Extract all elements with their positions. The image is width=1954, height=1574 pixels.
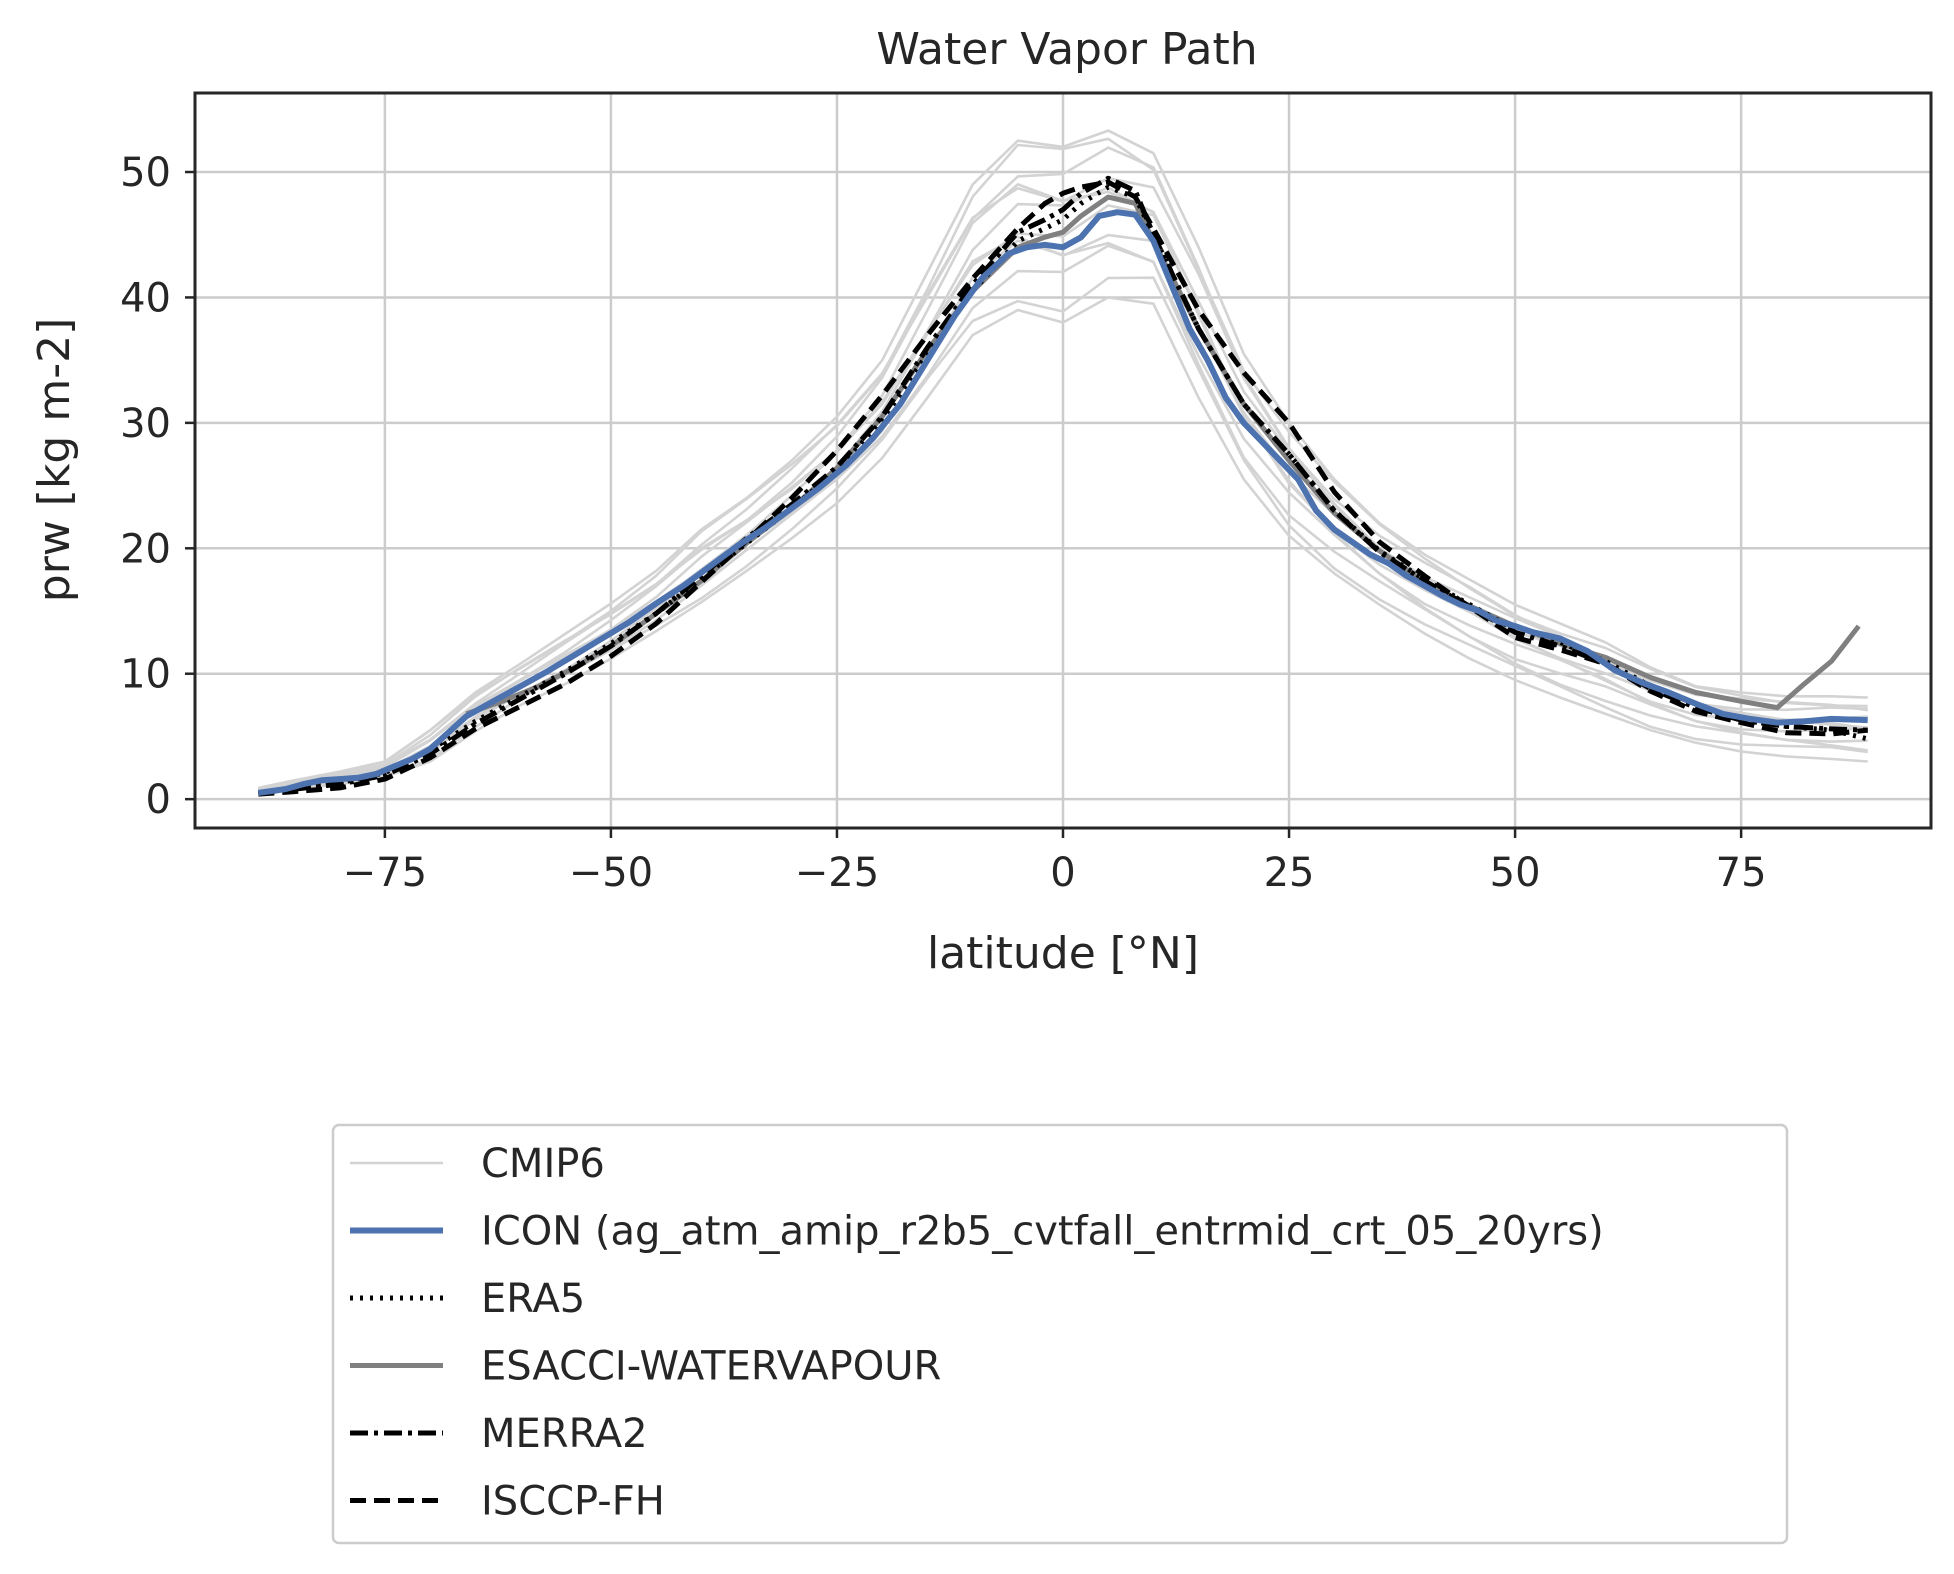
legend: CMIP6 ICON (ag_atm_amip_r2b5_cvtfall_entr… bbox=[331, 1123, 1789, 1545]
y-tick-label: 20 bbox=[120, 526, 171, 572]
legend-label: ERA5 bbox=[481, 1276, 585, 1322]
series-line-icon-ag bbox=[257, 209, 1868, 796]
x-tick-label: −50 bbox=[569, 850, 653, 896]
x-tick-label: −25 bbox=[795, 850, 879, 896]
y-tick-label: 10 bbox=[120, 652, 171, 698]
x-tick-label: 50 bbox=[1490, 850, 1541, 896]
legend-label: CMIP6 bbox=[481, 1141, 605, 1187]
chart-title: Water Vapor Path bbox=[876, 24, 1257, 75]
legend-label: ICON (ag_atm_amip_r2b5_cvtfall_entrmid_c… bbox=[481, 1209, 1604, 1255]
y-tick-label: 30 bbox=[120, 401, 171, 447]
y-tick-label: 50 bbox=[120, 150, 171, 196]
x-axis-label: latitude [°N] bbox=[927, 928, 1199, 979]
series-layer bbox=[257, 175, 1869, 797]
series-line-isccp-fh bbox=[258, 179, 1868, 797]
y-tick-label: 0 bbox=[146, 777, 171, 823]
cmip6-member-line bbox=[258, 137, 1868, 791]
legend-label: ISCCP-FH bbox=[481, 1479, 665, 1525]
cmip6-member-line bbox=[258, 296, 1868, 796]
y-axis-label: prw [kg m-2] bbox=[29, 318, 80, 602]
x-tick-label: 25 bbox=[1264, 850, 1315, 896]
x-tick-label: 75 bbox=[1716, 850, 1767, 896]
legend-label: MERRA2 bbox=[481, 1411, 648, 1457]
y-axis: 0 10 20 30 40 50 bbox=[120, 150, 195, 823]
cmip6-member-line bbox=[258, 129, 1868, 790]
y-tick-label: 40 bbox=[120, 275, 171, 321]
legend-frame bbox=[331, 1123, 1789, 1545]
series-line-esacci-watervapour bbox=[465, 194, 1861, 717]
gridlines bbox=[195, 93, 1931, 828]
x-tick-label: −75 bbox=[343, 850, 427, 896]
series-line-merra2 bbox=[258, 175, 1868, 796]
x-tick-label: 0 bbox=[1050, 850, 1075, 896]
x-axis: −75 −50 −25 0 25 50 75 bbox=[343, 828, 1767, 896]
legend-label: ESACCI-WATERVAPOUR bbox=[481, 1344, 941, 1390]
